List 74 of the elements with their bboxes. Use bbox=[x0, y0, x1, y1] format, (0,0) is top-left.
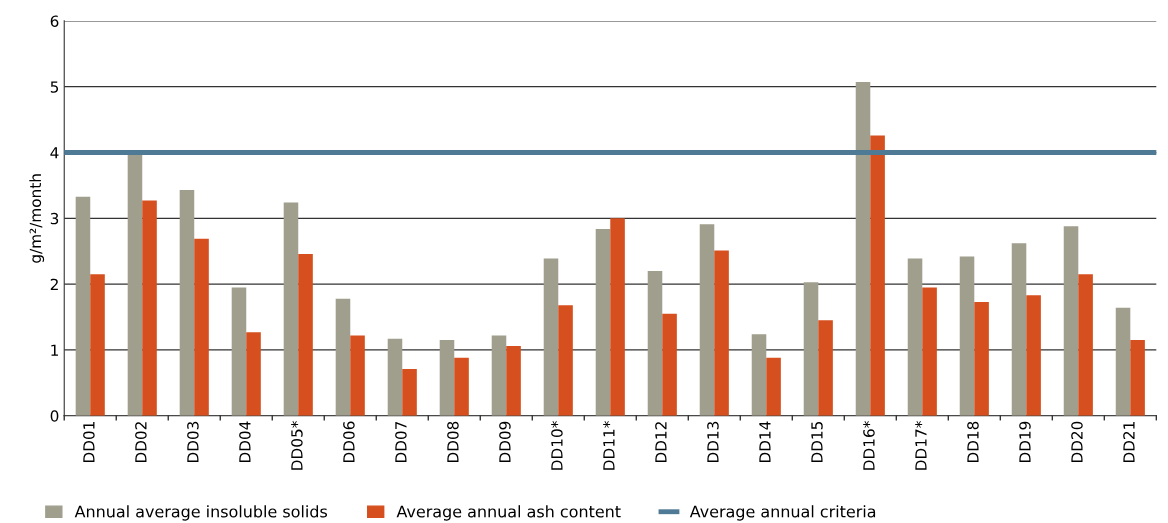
legend-label: Average annual criteria bbox=[689, 505, 876, 521]
y-tick-label: 0 bbox=[50, 410, 59, 422]
bar bbox=[142, 200, 157, 416]
x-tick-label: DD07 bbox=[395, 421, 407, 463]
bar bbox=[127, 153, 143, 416]
x-tick-label: DD02 bbox=[135, 422, 147, 463]
x-tick-label: DD08 bbox=[447, 421, 459, 463]
x-tick-label: DD19 bbox=[1019, 421, 1031, 463]
bar bbox=[907, 258, 923, 416]
y-tick-label: 1 bbox=[51, 344, 58, 356]
bar bbox=[439, 340, 455, 416]
x-tick-label: DD17* bbox=[915, 421, 927, 470]
legend-label: Annual average insoluble solids bbox=[74, 505, 328, 521]
x-tick-label: DD10* bbox=[551, 421, 563, 470]
x-tick-label: DD06 bbox=[343, 421, 355, 463]
y-axis-title: g/m²/month bbox=[29, 174, 45, 263]
x-tick-label: DD05* bbox=[291, 421, 303, 470]
x-tick-label: DD11* bbox=[603, 421, 615, 470]
bar bbox=[1078, 274, 1093, 416]
x-tick-label: DD15 bbox=[811, 421, 823, 463]
bar bbox=[610, 218, 625, 416]
x-tick-label: DD16* bbox=[863, 421, 875, 470]
x-tick-label: DD21 bbox=[1123, 422, 1135, 463]
bar bbox=[283, 202, 299, 416]
bar bbox=[179, 190, 195, 416]
bar bbox=[75, 196, 91, 416]
bar bbox=[714, 250, 729, 416]
bar bbox=[298, 253, 313, 416]
legend-label: Average annual ash content bbox=[396, 505, 621, 521]
x-tick-label: DD12 bbox=[655, 422, 667, 463]
bar bbox=[1063, 226, 1079, 416]
x-tick-label: DD14 bbox=[759, 421, 771, 463]
bar bbox=[1115, 307, 1131, 416]
y-tick-label: 3 bbox=[50, 212, 59, 225]
y-tick-label: 6 bbox=[50, 15, 59, 27]
x-tick-label: DD01 bbox=[83, 422, 95, 463]
bar bbox=[959, 256, 975, 416]
bar bbox=[751, 334, 767, 416]
y-tick-label: 2 bbox=[50, 278, 58, 290]
bar bbox=[818, 320, 833, 416]
x-tick-label: DD13 bbox=[707, 421, 719, 463]
x-tick-label: DD04 bbox=[239, 421, 251, 463]
bar bbox=[1130, 340, 1145, 416]
bar bbox=[387, 338, 403, 416]
bar bbox=[402, 369, 417, 416]
y-tick-label: 5 bbox=[50, 81, 59, 93]
bar bbox=[194, 238, 209, 416]
bar bbox=[350, 335, 365, 416]
bar bbox=[1026, 295, 1041, 416]
bar bbox=[974, 301, 989, 416]
bar bbox=[699, 224, 715, 416]
bar bbox=[558, 305, 573, 416]
bar bbox=[231, 287, 247, 416]
bar bbox=[870, 135, 885, 416]
bar bbox=[90, 274, 105, 416]
bar bbox=[506, 346, 521, 416]
x-tick-label: DD20 bbox=[1071, 421, 1083, 463]
bar bbox=[454, 357, 469, 416]
x-tick-label: DD18 bbox=[967, 421, 979, 463]
bar bbox=[491, 335, 507, 416]
x-tick-label: DD03 bbox=[187, 421, 199, 463]
bar bbox=[803, 282, 819, 416]
bar bbox=[766, 357, 781, 416]
x-tick-label: DD09 bbox=[499, 421, 511, 463]
bar bbox=[595, 228, 611, 416]
bar bbox=[922, 287, 937, 416]
bar bbox=[662, 313, 677, 416]
bar bbox=[335, 298, 351, 416]
bar bbox=[1011, 243, 1027, 416]
bar bbox=[543, 258, 559, 416]
bar bbox=[855, 82, 871, 416]
y-tick-label: 4 bbox=[50, 147, 59, 159]
bar bbox=[246, 332, 261, 416]
bar bbox=[647, 271, 663, 416]
